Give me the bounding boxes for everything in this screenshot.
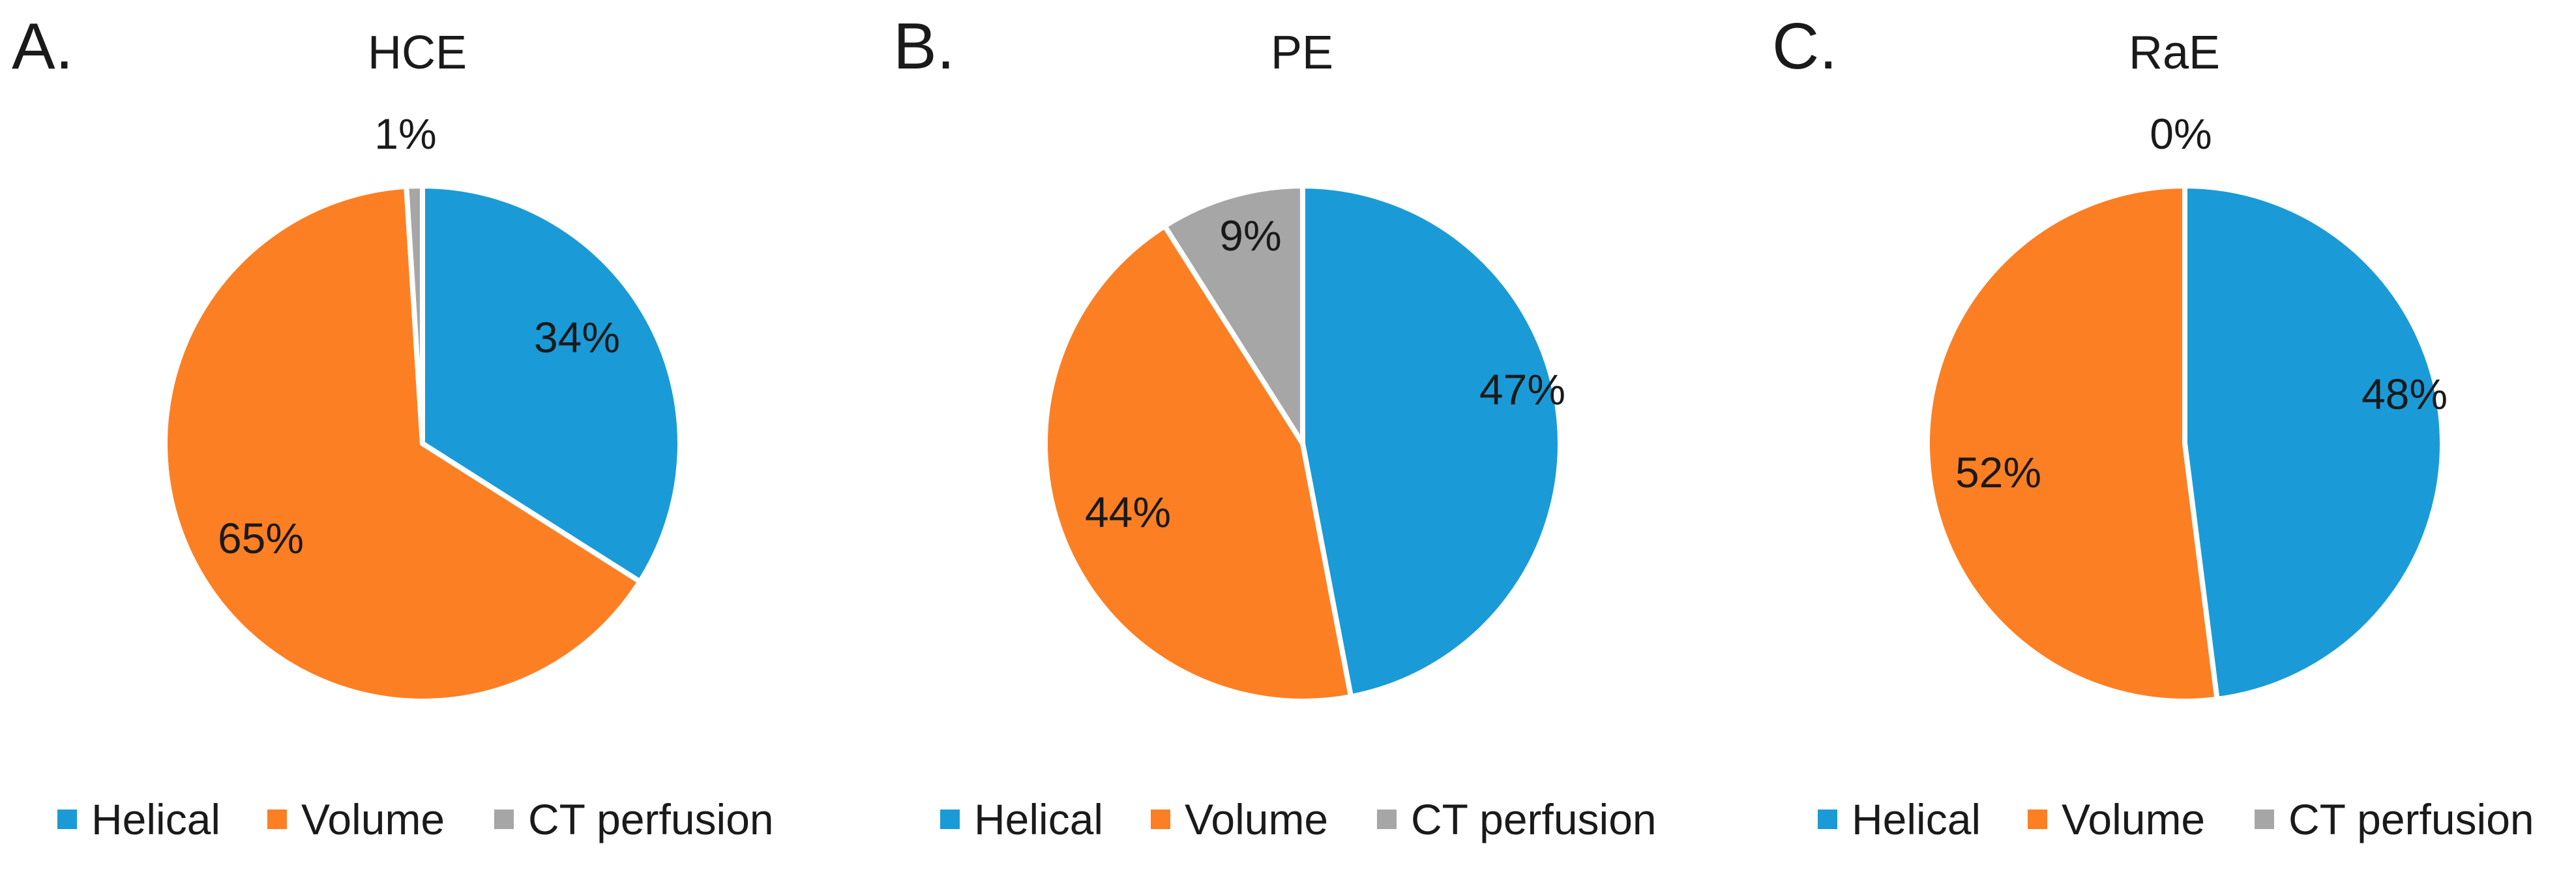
legend-swatch xyxy=(2028,810,2047,829)
legend-label: Volume xyxy=(1185,795,1328,843)
legend: Helical Volume CT perfusion xyxy=(57,795,774,843)
chart-title: PE xyxy=(1271,27,1333,79)
legend-swatch xyxy=(1151,810,1170,829)
pie-slice-helical xyxy=(1300,183,1563,699)
legend-label: Volume xyxy=(2062,795,2205,843)
data-label: 47% xyxy=(1479,365,1565,414)
pie-slice-volume xyxy=(1043,223,1354,704)
legend-swatch xyxy=(1377,810,1397,829)
legend-label: Volume xyxy=(301,795,445,843)
legend-swatch xyxy=(57,810,77,829)
data-label: 52% xyxy=(1955,448,2041,496)
legend-label: CT perfusion xyxy=(1411,795,1657,843)
legend-swatch xyxy=(267,810,287,829)
data-label: 0% xyxy=(2150,110,2212,158)
data-label: 34% xyxy=(534,313,620,361)
data-label: 65% xyxy=(218,514,304,562)
data-label: 9% xyxy=(1219,211,1281,260)
panel-letter: A. xyxy=(12,10,73,83)
data-label: 1% xyxy=(374,110,436,158)
chart-title: HCE xyxy=(368,27,467,79)
legend-swatch xyxy=(1818,810,1837,829)
chart-title: RaE xyxy=(2129,27,2220,79)
pie-slice-volume xyxy=(162,183,643,704)
pie-panel-1: A. HCE 34% 65% 1% Helical Volume CT perfusion xyxy=(12,10,774,843)
pie-panel-3: C. RaE 48% 52% 0% Helical Volume CT perfusion xyxy=(1772,10,2534,843)
legend-label: CT perfusion xyxy=(528,795,774,843)
pie-slice-volume xyxy=(1925,183,2220,704)
legend-label: Helical xyxy=(1852,795,1981,843)
data-label: 48% xyxy=(2361,370,2448,418)
panel-letter: C. xyxy=(1772,10,1837,83)
pie-panel-2: B. PE 47% 44% 9% Helical Volume CT perfusion xyxy=(893,10,1657,843)
data-label: 44% xyxy=(1085,488,1171,536)
legend-swatch xyxy=(940,810,960,829)
legend-label: Helical xyxy=(974,795,1103,843)
pie-slice-helical xyxy=(2182,183,2445,702)
legend: Helical Volume CT perfusion xyxy=(940,795,1657,843)
legend: Helical Volume CT perfusion xyxy=(1818,795,2534,843)
pie-slice-ct-perfusion xyxy=(1162,183,1305,446)
legend-label: Helical xyxy=(91,795,220,843)
panel-letter: B. xyxy=(893,10,955,83)
legend-swatch xyxy=(494,810,514,829)
pie-slice-ct-perfusion xyxy=(404,183,425,446)
legend-swatch xyxy=(2255,810,2274,829)
legend-label: CT perfusion xyxy=(2288,795,2534,843)
